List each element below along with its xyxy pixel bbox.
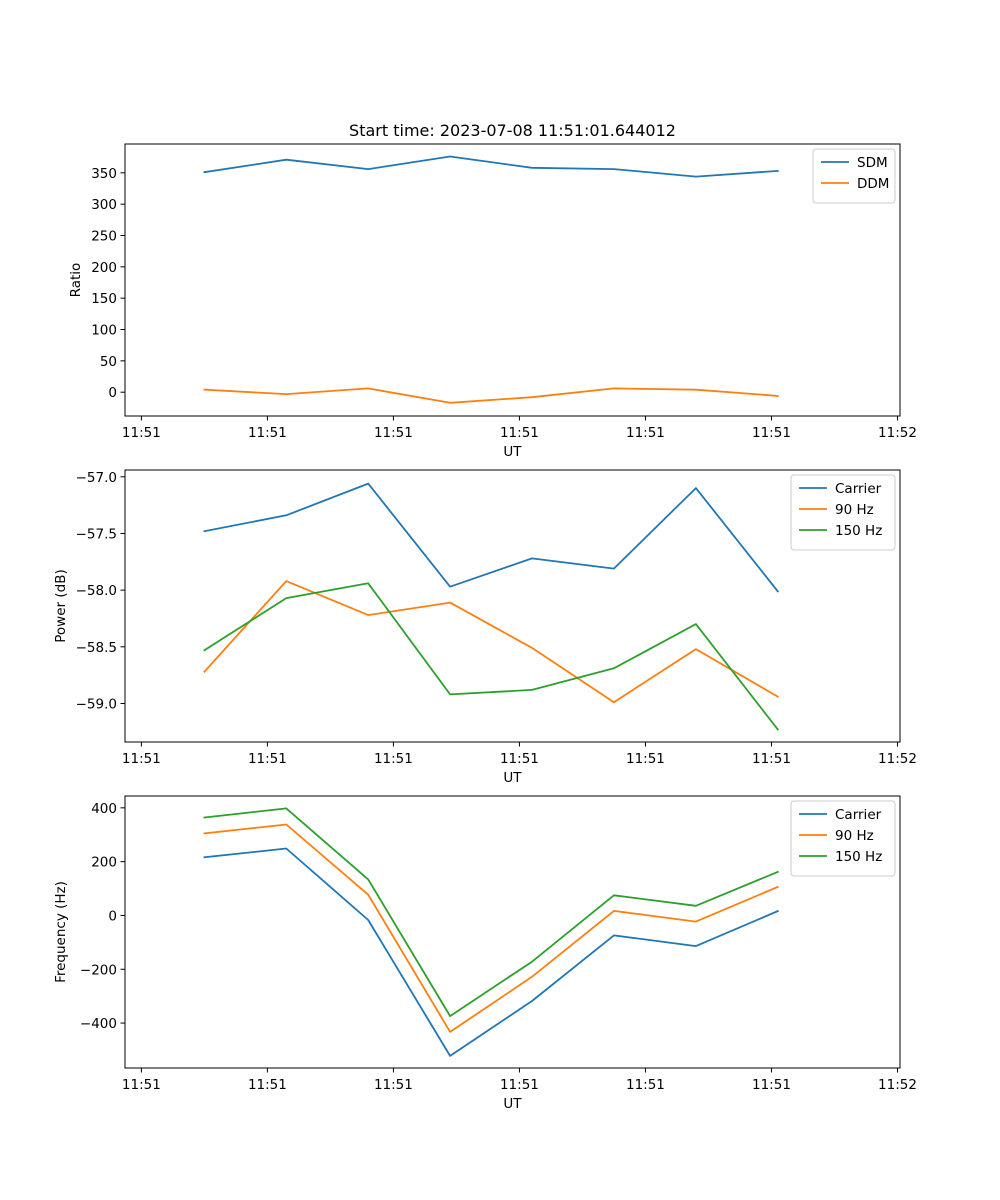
chart-panel-2: 11:51 11:51 11:51 11:51 11:51 11:51 11:52 −400 −…	[53, 795, 917, 1112]
chart-panel-0: Start time: 2023-07-08 11:51:01.644012 11…	[68, 121, 917, 460]
legend-label: 90 Hz	[835, 828, 874, 844]
y-tick-label: 400	[91, 801, 117, 817]
series-line-90-hz	[203, 580, 780, 704]
legend-label: Carrier	[835, 481, 882, 497]
x-tick-label: 11:51	[626, 751, 665, 767]
y-tick-label: 300	[91, 197, 117, 213]
x-tick-label: 11:51	[626, 1077, 665, 1093]
y-tick-label: −58.5	[76, 640, 117, 656]
legend-label: DDM	[857, 176, 889, 192]
legend: Carrier 90 Hz 150 Hz	[790, 474, 896, 551]
legend-label: 90 Hz	[835, 502, 874, 518]
chart-title: Start time: 2023-07-08 11:51:01.644012	[349, 121, 676, 140]
y-axis-label: Ratio	[68, 263, 84, 298]
axes-frame	[124, 469, 901, 743]
y-tick-label: −200	[80, 962, 117, 978]
chart-panel-1: 11:51 11:51 11:51 11:51 11:51 11:51 11:52 −59.0…	[53, 469, 917, 786]
y-axis-label: Power (dB)	[53, 569, 69, 642]
legend: Carrier 90 Hz 150 Hz	[790, 800, 896, 877]
x-tick-label: 11:51	[500, 1077, 539, 1093]
y-tick-label: 0	[108, 908, 117, 924]
x-tick-label: 11:51	[374, 751, 413, 767]
y-tick-label: −59.0	[76, 696, 117, 712]
series-line-carrier	[203, 847, 779, 1057]
legend-label: 150 Hz	[835, 849, 882, 865]
y-tick-label: 50	[100, 354, 117, 370]
y-tick-label: 200	[91, 855, 117, 871]
y-tick-label: −400	[80, 1016, 117, 1032]
axes-frame	[124, 143, 901, 417]
legend-box	[790, 800, 896, 877]
x-tick-label: 11:51	[122, 425, 161, 441]
series-line-90-hz	[203, 823, 779, 1033]
legend-label: Carrier	[835, 807, 882, 823]
series-line-150-hz	[203, 807, 779, 1017]
x-tick-label: 11:51	[374, 1077, 413, 1093]
y-tick-label: 250	[91, 229, 117, 245]
x-axis-label: UT	[503, 444, 522, 460]
legend-label: SDM	[857, 155, 888, 171]
legend: SDM DDM	[812, 148, 896, 204]
x-tick-label: 11:51	[248, 751, 287, 767]
x-tick-label: 11:51	[374, 425, 413, 441]
y-tick-label: −57.5	[76, 526, 117, 542]
x-tick-label: 11:51	[626, 425, 665, 441]
x-tick-label: 11:51	[500, 751, 539, 767]
y-tick-label: 0	[108, 385, 117, 401]
x-tick-label: 11:52	[878, 425, 917, 441]
x-tick-label: 11:51	[248, 425, 287, 441]
x-tick-label: 11:51	[752, 1077, 791, 1093]
x-tick-label: 11:51	[500, 425, 539, 441]
series-line-150-hz	[203, 582, 780, 731]
legend-label: 150 Hz	[835, 523, 882, 539]
x-tick-label: 11:51	[122, 1077, 161, 1093]
chart-panels: Start time: 2023-07-08 11:51:01.644012 11…	[53, 121, 917, 1112]
y-axis-label: Frequency (Hz)	[53, 881, 69, 983]
x-tick-label: 11:51	[122, 751, 161, 767]
y-tick-label: 100	[91, 323, 117, 339]
x-tick-label: 11:52	[878, 1077, 917, 1093]
x-axis-label: UT	[503, 1096, 522, 1112]
y-tick-label: 200	[91, 260, 117, 276]
y-tick-label: 150	[91, 291, 117, 307]
series-line-ddm	[203, 387, 779, 404]
y-tick-label: −58.0	[76, 583, 117, 599]
x-tick-label: 11:51	[248, 1077, 287, 1093]
x-tick-label: 11:52	[878, 751, 917, 767]
y-tick-label: 350	[91, 166, 117, 182]
series-line-sdm	[203, 155, 779, 178]
legend-box	[790, 474, 896, 551]
x-tick-label: 11:51	[752, 425, 791, 441]
series-line-carrier	[203, 482, 780, 593]
y-tick-label: −57.0	[76, 470, 117, 486]
x-axis-label: UT	[503, 770, 522, 786]
x-tick-label: 11:51	[752, 751, 791, 767]
axes-frame	[124, 795, 901, 1069]
